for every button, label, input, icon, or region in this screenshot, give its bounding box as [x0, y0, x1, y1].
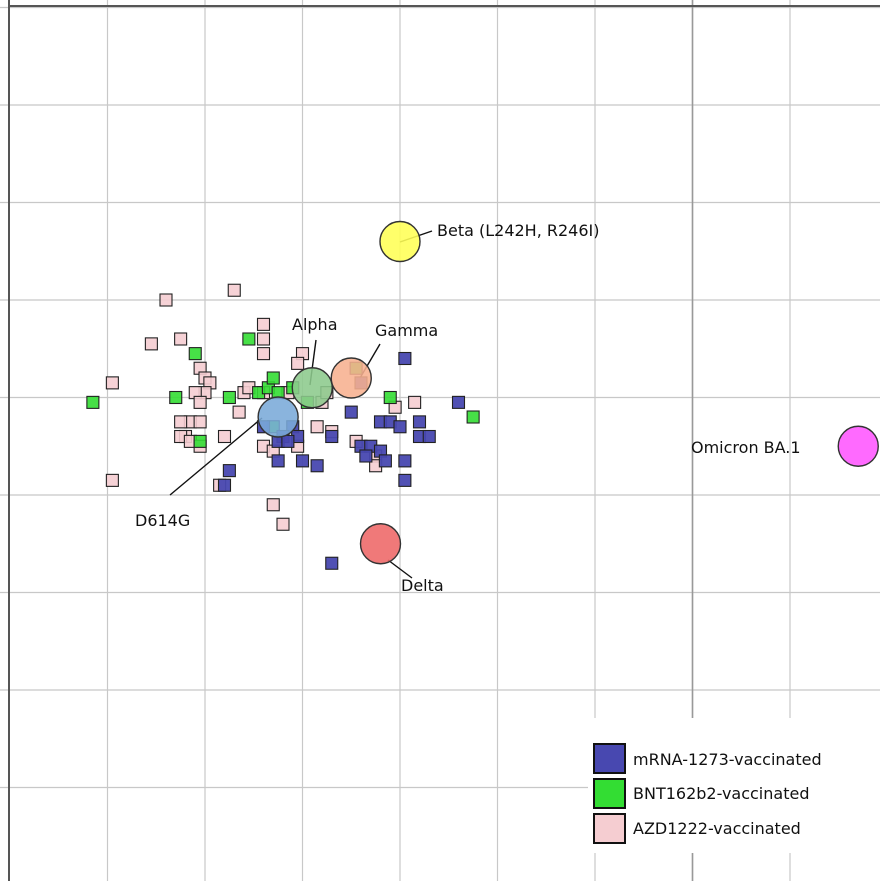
serum-point-azd — [256, 347, 271, 361]
serum-point-bnt — [466, 410, 480, 424]
serum-point-azd — [310, 420, 324, 434]
serum-point-mrna — [325, 556, 339, 570]
label-leader — [387, 559, 413, 579]
serum-point-bnt — [169, 390, 183, 405]
serum-point-mrna — [217, 478, 232, 492]
antigen-label: Omicron BA.1 — [691, 438, 801, 457]
serum-point-mrna — [378, 454, 392, 468]
serum-point-mrna — [393, 420, 407, 434]
serum-point-mrna — [398, 473, 412, 487]
serum-point-bnt — [222, 390, 236, 405]
antigen-points — [257, 220, 879, 565]
serum-point-mrna — [451, 395, 466, 409]
serum-point-bnt — [193, 434, 207, 448]
serum-point-azd — [408, 395, 422, 409]
antigen-point — [837, 425, 879, 467]
antigen-label: D614G — [135, 511, 190, 530]
serum-point-azd — [291, 356, 305, 370]
antigen-point — [359, 523, 402, 565]
legend-swatch-azd — [593, 813, 626, 844]
serum-point-mrna — [310, 459, 324, 473]
serum-point-azd — [232, 405, 246, 419]
serum-point-mrna — [398, 351, 412, 366]
serum-point-azd — [174, 332, 188, 346]
legend-label-azd: AZD1222-vaccinated — [633, 819, 801, 838]
serum-point-azd — [105, 376, 119, 390]
legend: mRNA-1273-vaccinated BNT162b2-vaccinated… — [588, 718, 880, 853]
serum-point-bnt — [383, 390, 397, 405]
serum-point-azd — [105, 473, 119, 487]
serum-point-azd — [193, 415, 207, 429]
serum-point-mrna — [359, 449, 373, 463]
antigen-point — [379, 220, 421, 263]
legend-swatch-bnt — [593, 778, 626, 809]
serum-point-azd — [276, 517, 290, 531]
antigen-label: Beta (L242H, R246I) — [437, 221, 600, 240]
serum-point-azd — [217, 429, 232, 444]
serum-point-azd — [193, 395, 207, 409]
serum-point-mrna — [222, 464, 236, 478]
serum-point-mrna — [295, 454, 310, 468]
legend-label-bnt: BNT162b2-vaccinated — [633, 784, 809, 803]
serum-point-mrna — [412, 415, 427, 429]
serum-point-mrna — [422, 429, 436, 444]
serum-point-azd — [174, 415, 188, 429]
antigen-label: Gamma — [375, 321, 438, 340]
frame — [8, 0, 880, 881]
serum-point-bnt — [242, 332, 256, 346]
serum-point-azd — [256, 332, 271, 346]
serum-point-azd — [266, 498, 280, 512]
serum-point-mrna — [281, 434, 295, 448]
antigen-point — [257, 396, 299, 438]
serum-point-bnt — [86, 395, 100, 409]
antigen-labels: Beta (L242H, R246I) Alpha Gamma D614G Delta O… — [135, 221, 801, 595]
legend-background — [588, 718, 880, 853]
antigen-label: Alpha — [292, 315, 338, 334]
serum-point-azd — [144, 337, 158, 351]
serum-point-bnt — [188, 347, 202, 361]
legend-label-mrna: mRNA-1273-vaccinated — [633, 750, 822, 769]
serum-point-azd — [256, 317, 271, 331]
serum-point-bnt — [266, 371, 280, 385]
label-leader — [169, 417, 263, 496]
serum-point-azd — [159, 293, 173, 307]
serum-point-mrna — [325, 429, 339, 444]
antigen-point — [330, 357, 372, 399]
serum-point-mrna — [344, 405, 358, 419]
legend-swatch-mrna — [593, 743, 626, 774]
antigen-label: Delta — [401, 576, 444, 595]
serum-point-azd — [227, 283, 241, 297]
serum-point-mrna — [398, 454, 412, 468]
antigen-point — [291, 367, 333, 409]
serum-point-mrna — [271, 454, 285, 468]
